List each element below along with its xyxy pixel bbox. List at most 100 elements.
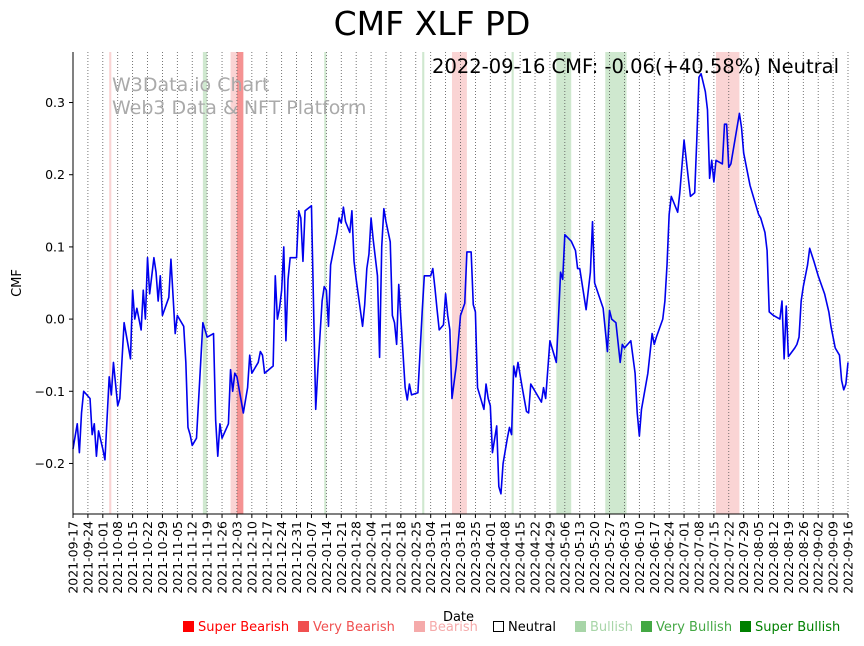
x-tick-label: 2022-05-06 bbox=[557, 521, 572, 594]
y-tick-label: 0.1 bbox=[45, 239, 65, 254]
x-tick-label: 2022-06-10 bbox=[632, 521, 647, 594]
legend-label: Neutral bbox=[508, 620, 556, 635]
band-bearish bbox=[109, 52, 112, 514]
x-tick-label: 2022-08-12 bbox=[766, 521, 781, 594]
x-tick-label: 2022-02-04 bbox=[364, 521, 379, 594]
x-tick-label: 2021-09-24 bbox=[80, 521, 95, 594]
x-tick-label: 2022-06-24 bbox=[662, 521, 677, 594]
x-tick-label: 2021-10-22 bbox=[140, 521, 155, 594]
legend-swatch bbox=[641, 621, 652, 632]
x-tick-label: 2021-09-17 bbox=[66, 521, 81, 594]
x-tick-label: 2022-08-26 bbox=[796, 521, 811, 594]
x-tick-label: 2022-08-19 bbox=[781, 521, 796, 594]
y-axis-label: CMF bbox=[10, 269, 25, 297]
x-tick-label: 2021-12-10 bbox=[244, 521, 259, 594]
y-ticks: −0.2 −0.1 0.0 0.1 0.2 0.3 bbox=[35, 95, 73, 471]
x-tick-label: 2022-08-05 bbox=[751, 521, 766, 594]
band-very-bearish bbox=[236, 52, 244, 514]
x-axis-label: Date bbox=[443, 610, 474, 625]
band-bearish bbox=[451, 52, 467, 514]
x-tick-label: 2021-11-05 bbox=[170, 521, 185, 594]
legend-label: Super Bearish bbox=[198, 620, 290, 635]
x-tick-label: 2022-02-11 bbox=[378, 521, 393, 594]
x-tick-label: 2022-04-22 bbox=[528, 521, 543, 594]
legend-label: Very Bearish bbox=[313, 620, 395, 635]
x-tick-label: 2022-07-15 bbox=[706, 521, 721, 594]
x-tick-label: 2021-11-19 bbox=[200, 521, 215, 594]
x-tick-label: 2022-05-20 bbox=[587, 521, 602, 594]
legend-swatch bbox=[575, 621, 586, 632]
x-tick-label: 2022-03-04 bbox=[423, 521, 438, 594]
legend-label: Bullish bbox=[590, 620, 634, 635]
legend-item-super-bearish: Super Bearish bbox=[183, 620, 289, 635]
x-tick-label: 2022-09-16 bbox=[841, 521, 856, 594]
x-tick-label: 2022-04-29 bbox=[542, 521, 557, 594]
y-tick-label: 0.2 bbox=[45, 167, 65, 182]
x-tick-label: 2021-10-29 bbox=[155, 521, 170, 594]
axis-labels: Date CMF bbox=[10, 269, 474, 625]
legend-swatch bbox=[183, 621, 194, 632]
x-tick-label: 2022-01-28 bbox=[349, 521, 364, 594]
watermark-line: Web3 Data & NFT Platform bbox=[112, 97, 366, 119]
legend-label: Bearish bbox=[429, 620, 478, 635]
x-tick-label: 2022-09-02 bbox=[811, 521, 826, 594]
x-tick-label: 2022-01-21 bbox=[334, 521, 349, 594]
x-tick-label: 2022-07-08 bbox=[691, 521, 706, 594]
x-tick-label: 2022-03-11 bbox=[438, 521, 453, 594]
x-tick-label: 2022-01-07 bbox=[304, 521, 319, 594]
x-tick-label: 2022-09-09 bbox=[826, 521, 841, 594]
cmf-line bbox=[72, 72, 849, 495]
annotation-layer: 2022-09-16 CMF: -0.06(+40.58%) Neutral bbox=[432, 55, 839, 78]
chart-title: CMF XLF PD bbox=[333, 4, 531, 43]
x-tick-label: 2022-06-17 bbox=[647, 521, 662, 594]
x-tick-label: 2022-07-01 bbox=[677, 521, 692, 594]
legend-item-neutral: Neutral bbox=[493, 620, 556, 635]
x-tick-label: 2021-12-17 bbox=[259, 521, 274, 594]
legend-swatch bbox=[298, 621, 309, 632]
y-tick-label: 0.0 bbox=[45, 312, 65, 327]
band-bullish bbox=[324, 52, 327, 514]
x-ticks: 2021-09-17 2021-09-24 2021-10-01 2021-10-08… bbox=[66, 514, 856, 594]
legend-label: Super Bullish bbox=[755, 620, 841, 635]
x-tick-label: 2021-10-01 bbox=[95, 521, 110, 594]
x-tick-label: 2022-03-25 bbox=[468, 521, 483, 594]
y-tick-label: −0.1 bbox=[35, 384, 65, 399]
legend-item-very-bearish: Very Bearish bbox=[298, 620, 395, 635]
latest-value-annotation: 2022-09-16 CMF: -0.06(+40.58%) Neutral bbox=[432, 55, 839, 78]
legend-item-bullish: Bullish bbox=[575, 620, 633, 635]
legend-swatch bbox=[493, 621, 504, 632]
band-bullish bbox=[556, 52, 572, 514]
x-grid bbox=[72, 52, 849, 514]
x-tick-label: 2021-10-15 bbox=[125, 521, 140, 594]
x-tick-label: 2021-12-31 bbox=[289, 521, 304, 594]
x-tick-label: 2022-02-25 bbox=[408, 521, 423, 594]
x-tick-label: 2022-03-18 bbox=[453, 521, 468, 594]
x-tick-label: 2022-05-13 bbox=[572, 521, 587, 594]
line-layer bbox=[72, 72, 849, 495]
x-tick-label: 2021-12-24 bbox=[274, 521, 289, 594]
x-tick-label: 2021-10-08 bbox=[110, 521, 125, 594]
legend-swatch bbox=[740, 621, 751, 632]
x-tick-label: 2021-11-12 bbox=[185, 521, 200, 594]
x-tick-label: 2021-11-26 bbox=[215, 521, 230, 594]
x-tick-label: 2022-02-18 bbox=[393, 521, 408, 594]
x-tick-label: 2022-07-29 bbox=[736, 521, 751, 594]
legend-item-super-bullish: Super Bullish bbox=[740, 620, 840, 635]
x-tick-label: 2022-04-15 bbox=[513, 521, 528, 594]
legend-item-very-bullish: Very Bullish bbox=[641, 620, 732, 635]
legend-label: Very Bullish bbox=[656, 620, 733, 635]
band-bullish bbox=[511, 52, 514, 514]
x-tick-label: 2022-04-08 bbox=[498, 521, 513, 594]
x-tick-label: 2022-07-22 bbox=[721, 521, 736, 594]
watermark-line: W3Data.io Chart bbox=[112, 74, 269, 96]
x-tick-label: 2022-04-01 bbox=[483, 521, 498, 594]
x-tick-label: 2022-06-03 bbox=[617, 521, 632, 594]
y-tick-label: 0.3 bbox=[45, 95, 65, 110]
x-tick-label: 2022-05-27 bbox=[602, 521, 617, 594]
band-bullish bbox=[605, 52, 627, 514]
legend-item-bearish: Bearish bbox=[414, 620, 478, 635]
x-tick-label: 2021-12-03 bbox=[229, 521, 244, 594]
x-tick-label: 2022-01-14 bbox=[319, 521, 334, 594]
